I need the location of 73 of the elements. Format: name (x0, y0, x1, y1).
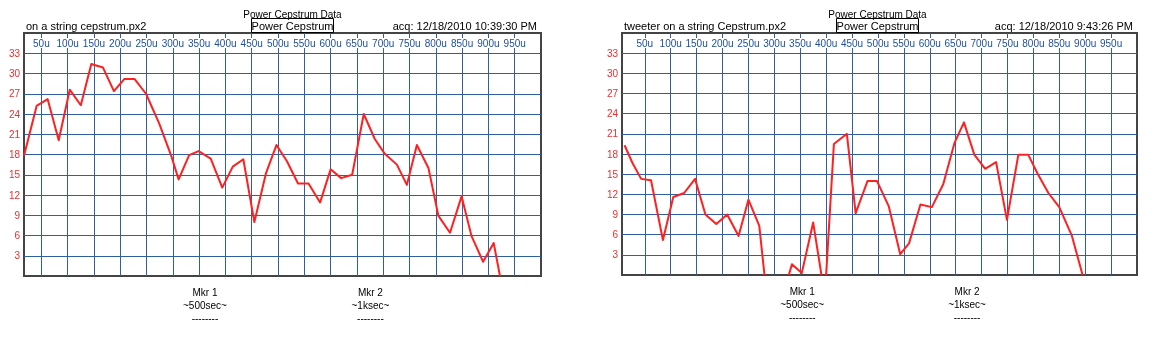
y-tick-label: 24 (606, 108, 619, 120)
x-tick-label: 600u (918, 37, 941, 49)
x-tick-label: 300u (161, 37, 184, 49)
x-tick-label: 100u (56, 37, 79, 49)
x-tick-label: 250u (135, 37, 158, 49)
x-tick-label: 850u (450, 37, 474, 49)
x-tick-label: 600u (319, 37, 342, 49)
y-tick-label: 33 (8, 47, 21, 59)
text: Power Cepstrum (251, 20, 334, 32)
y-tick-label: 15 (8, 169, 21, 181)
y-tick-label: 30 (606, 67, 619, 79)
chart-subtitle: on a string cepstrum.px2 (26, 19, 147, 32)
x-tick-label: 800u (424, 37, 447, 49)
y-tick-label: 18 (606, 148, 619, 160)
y-tick-label: 6 (14, 230, 21, 241)
x-tick-label: 150u (82, 37, 106, 49)
y-tick-label: 18 (8, 149, 21, 160)
x-tick-label: 750u (996, 37, 1019, 49)
x-tick-label: 750u (398, 37, 421, 49)
x-tick-label: 400u (815, 37, 838, 49)
y-tick-label: 3 (612, 249, 619, 261)
x-tick-label: 900u (477, 37, 500, 49)
chart-subtitle: tweeter on a string Cepstrum.px2 (624, 19, 787, 32)
y-tick-label: 12 (8, 189, 21, 201)
x-tick-label: 350u (789, 37, 812, 49)
chart-title: Power Cepstrum Data (828, 8, 928, 20)
y-tick-label: 9 (612, 209, 619, 220)
x-tick-label: 500u (266, 37, 290, 49)
line-series (23, 63, 501, 277)
text: Mkr 1 ~500sec~ -------- (182, 287, 228, 324)
x-tick-label: 700u (372, 37, 395, 49)
text: Power Cepstrum (836, 20, 919, 32)
x-tick-label: 200u (711, 37, 734, 49)
y-tick-label: 27 (8, 88, 21, 100)
y-tick-label: 6 (612, 229, 619, 241)
y-tick-label: 30 (8, 68, 21, 79)
x-tick-label: 450u (240, 37, 263, 49)
y-tick-label: 21 (8, 128, 21, 140)
text: Mkr 2 ~1ksec~ -------- (351, 287, 390, 324)
x-tick-label: 650u (345, 37, 369, 49)
x-tick-label: 800u (1022, 37, 1045, 49)
x-tick-label: 550u (293, 37, 316, 49)
x-tick-label: 50u (636, 37, 654, 49)
y-tick-label: 9 (14, 209, 21, 221)
y-tick-label: 3 (14, 250, 21, 262)
text: acq: 12/18/2010 10:39:30 PM (392, 19, 538, 32)
x-tick-label: 150u (685, 37, 708, 49)
x-tick-label: 250u (737, 37, 760, 49)
chart-title: Power Cepstrum Data (243, 8, 343, 20)
x-tick-label: 500u (866, 37, 890, 49)
x-tick-label: 650u (944, 37, 967, 49)
x-tick-label: 450u (840, 37, 864, 49)
x-tick-label: 900u (1074, 37, 1097, 49)
y-tick-label: 33 (606, 47, 619, 59)
y-tick-label: 12 (606, 188, 619, 200)
x-tick-label: 850u (1048, 37, 1071, 49)
x-tick-label: 950u (503, 37, 526, 49)
x-tick-label: 100u (659, 37, 682, 49)
x-tick-label: 950u (1099, 37, 1123, 49)
y-tick-label: 24 (8, 108, 21, 120)
x-tick-label: 300u (763, 37, 786, 49)
y-tick-label: 27 (606, 88, 619, 99)
text: Mkr 1 ~500sec~ -------- (780, 286, 825, 323)
text: Mkr 2 ~1ksec~ -------- (948, 286, 987, 323)
x-tick-label: 400u (214, 37, 237, 49)
x-tick-label: 200u (109, 37, 132, 49)
x-tick-label: 550u (892, 37, 915, 49)
x-tick-label: 350u (188, 37, 211, 49)
y-tick-label: 21 (606, 128, 619, 140)
x-tick-label: 700u (970, 37, 993, 49)
text: acq: 12/18/2010 9:43:26 PM (994, 19, 1133, 32)
x-tick-label: 50u (33, 37, 50, 49)
y-tick-label: 15 (606, 168, 619, 180)
